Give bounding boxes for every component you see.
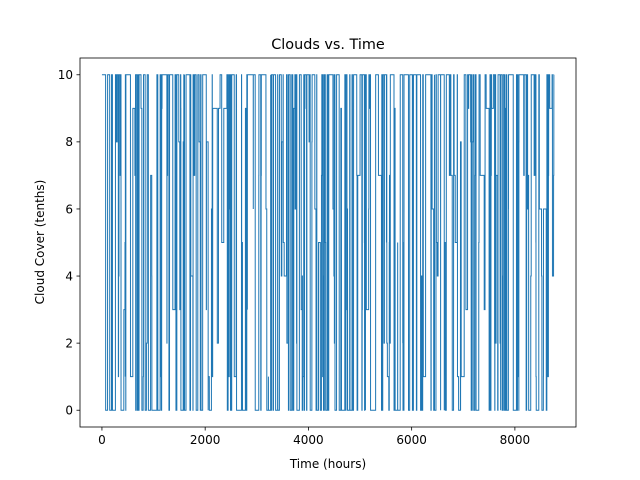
x-tick-label: 2000 xyxy=(190,433,221,447)
axes-frame xyxy=(79,57,577,428)
y-tick-label: 6 xyxy=(65,202,73,216)
x-tick-label: 8000 xyxy=(500,433,531,447)
series-polyline xyxy=(101,74,555,411)
x-tick-label: 4000 xyxy=(293,433,324,447)
y-axis: 0 2 4 6 8 10 xyxy=(58,68,80,418)
y-tick-label: 10 xyxy=(58,68,73,82)
y-axis-label: Cloud Cover (tenths) xyxy=(33,180,47,305)
x-tick-label: 0 xyxy=(98,433,106,447)
x-axis-label: Time (hours) xyxy=(289,457,366,471)
y-tick-label: 4 xyxy=(65,269,73,283)
chart-title: Clouds vs. Time xyxy=(271,37,385,53)
y-tick-label: 0 xyxy=(65,404,73,418)
plot-area xyxy=(79,57,577,428)
y-tick-label: 2 xyxy=(65,336,73,350)
series-line xyxy=(101,74,555,411)
y-tick-label: 8 xyxy=(65,135,73,149)
x-axis: 0 2000 4000 6000 8000 xyxy=(98,427,530,447)
x-tick-label: 6000 xyxy=(396,433,427,447)
